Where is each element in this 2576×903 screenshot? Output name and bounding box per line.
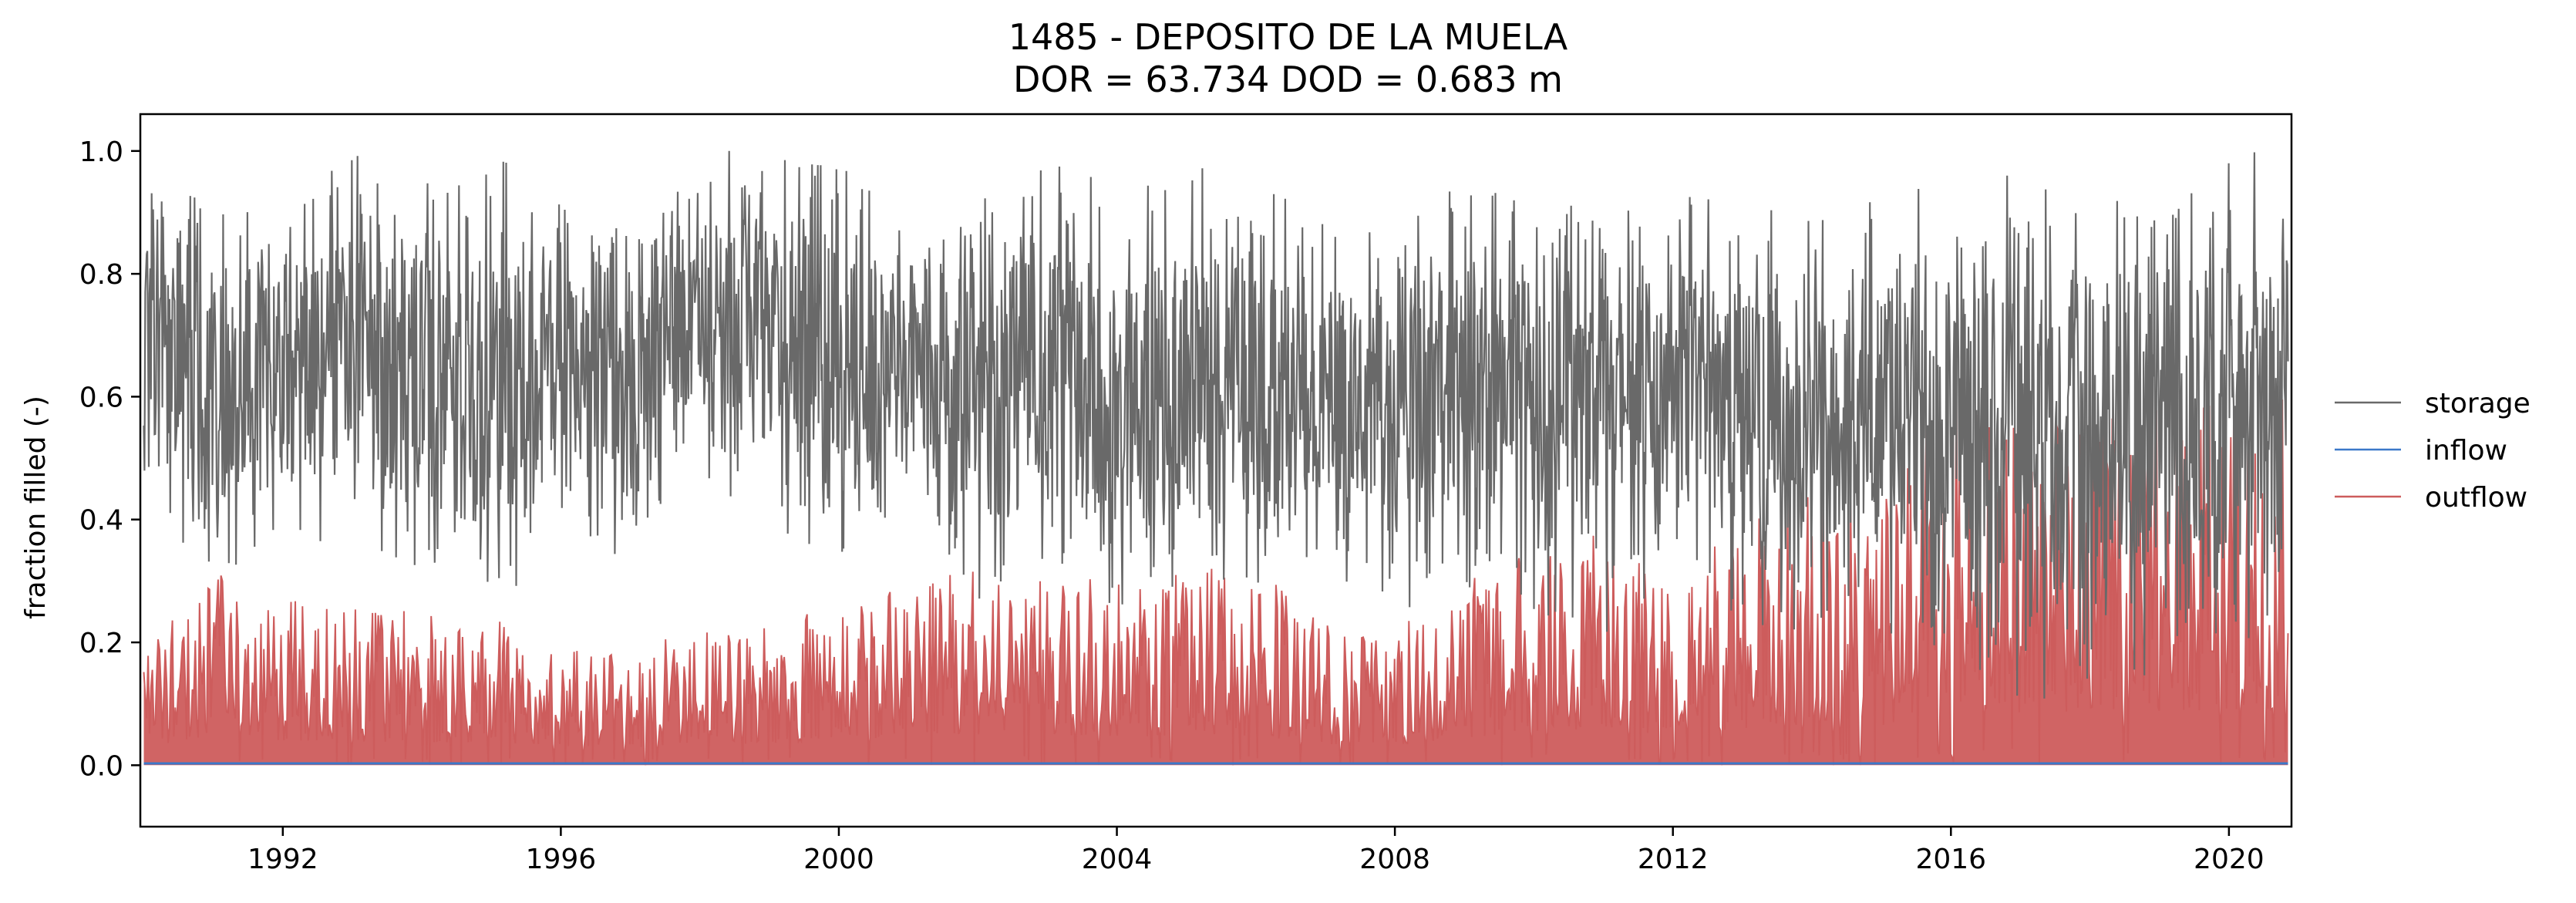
legend: storage inflow outflow [2335, 388, 2531, 514]
x-tick-label: 1992 [247, 844, 318, 875]
y-axis-label-group: fraction filled (-) [20, 396, 52, 619]
plot-area [143, 150, 2289, 766]
chart-title: 1485 - DEPOSITO DE LA MUELA [1008, 16, 1568, 58]
x-tick-label: 2008 [1359, 844, 1430, 875]
x-tick-label: 2020 [2194, 844, 2265, 875]
x-tick-label: 1996 [526, 844, 597, 875]
y-tick-label: 0.4 [79, 505, 123, 537]
y-axis-label: fraction filled (-) [20, 396, 52, 619]
axes-frame [139, 113, 2293, 828]
x-tick-label: 2016 [1915, 844, 1986, 875]
x-tick-label: 2012 [1638, 844, 1709, 875]
legend-label-storage: storage [2425, 388, 2531, 419]
chart-subtitle: DOR = 63.734 DOD = 0.683 m [1013, 59, 1563, 100]
legend-label-outflow: outflow [2425, 482, 2527, 514]
y-tick-label: 0.2 [79, 628, 123, 659]
y-tick-label: 0.8 [79, 259, 123, 291]
y-tick-label: 0.0 [79, 750, 123, 782]
legend-label-inflow: inflow [2425, 435, 2507, 467]
y-tick-label: 0.6 [79, 382, 123, 413]
series-group [143, 150, 2289, 766]
axes: 0.0 0.2 0.4 0.6 0.8 1.0 1992 1996 2000 2004 2008 20… [79, 113, 2293, 875]
storage-series-line [143, 150, 2289, 699]
x-tick-label: 2000 [803, 844, 874, 875]
y-tick-label: 1.0 [79, 136, 123, 168]
x-tick-label: 2004 [1082, 844, 1153, 875]
